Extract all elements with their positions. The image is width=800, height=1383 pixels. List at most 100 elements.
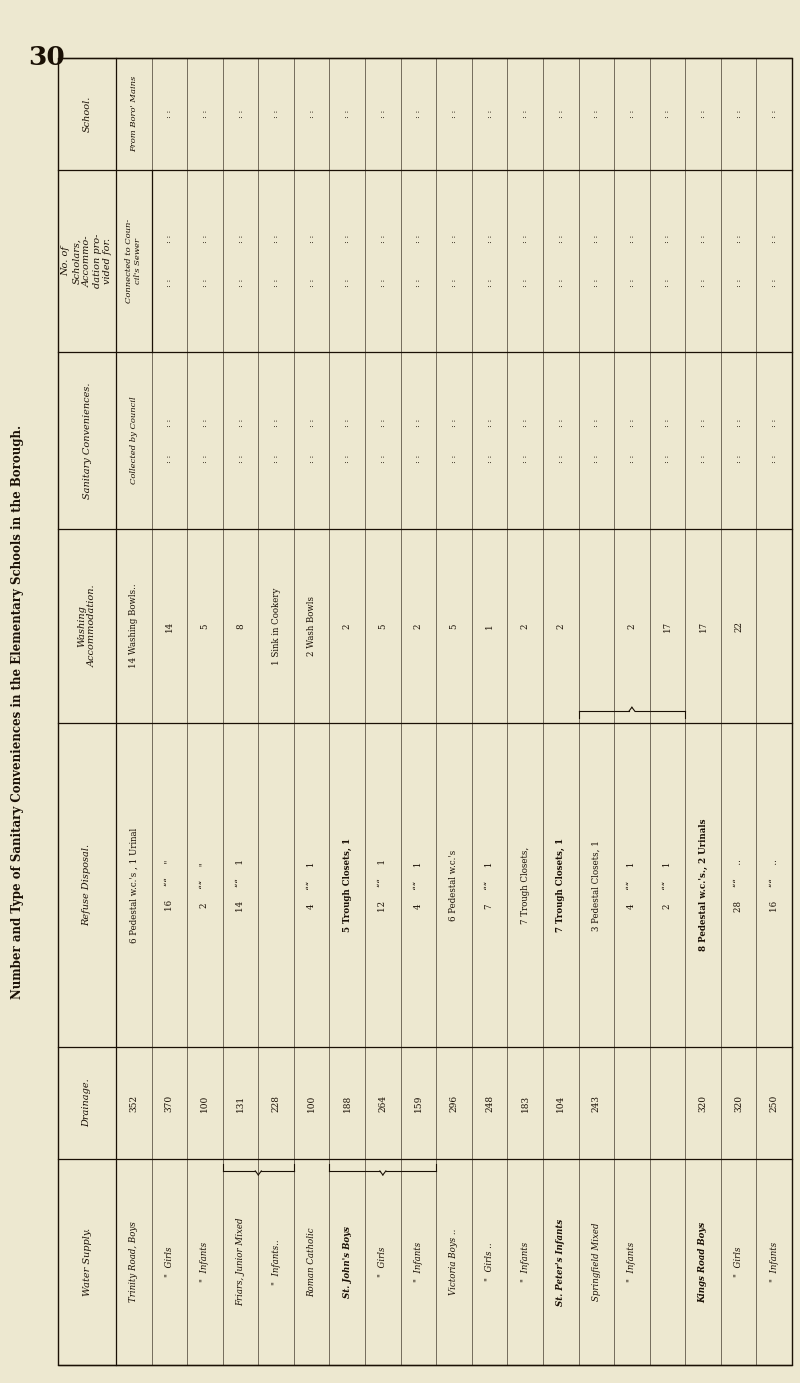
Text: 320: 320 bbox=[734, 1094, 743, 1112]
Text: : :: : : bbox=[557, 279, 565, 288]
Text: : :: : : bbox=[166, 279, 174, 288]
Text: : :: : : bbox=[486, 279, 494, 288]
Text: : :: : : bbox=[450, 235, 458, 243]
Text: 1: 1 bbox=[485, 624, 494, 629]
Text: : :: : : bbox=[734, 235, 742, 243]
Text: 6 Pedestal w.c.'s: 6 Pedestal w.c.'s bbox=[450, 849, 458, 921]
Text: 4     ““     1: 4 ““ 1 bbox=[307, 862, 316, 909]
Text: "  Infants: " Infants bbox=[770, 1242, 778, 1282]
Text: 370: 370 bbox=[165, 1094, 174, 1112]
Text: : :: : : bbox=[379, 235, 387, 243]
Text: 2     ““     1: 2 ““ 1 bbox=[663, 862, 672, 909]
Text: : :: : : bbox=[663, 419, 671, 427]
Text: : :: : : bbox=[592, 419, 600, 427]
Text: : :: : : bbox=[592, 235, 600, 243]
Text: "  Infants: " Infants bbox=[627, 1242, 636, 1282]
Text: : :: : : bbox=[272, 109, 280, 118]
Text: : :: : : bbox=[343, 109, 351, 118]
Text: : :: : : bbox=[414, 279, 422, 288]
Text: : :: : : bbox=[699, 279, 707, 288]
Text: "  Infants: " Infants bbox=[201, 1242, 210, 1282]
Text: "  Girls: " Girls bbox=[378, 1247, 387, 1277]
Text: : :: : : bbox=[486, 109, 494, 118]
Text: : :: : : bbox=[272, 419, 280, 427]
Text: Victoria Boys ..: Victoria Boys .. bbox=[450, 1228, 458, 1294]
Text: 17: 17 bbox=[698, 621, 707, 632]
Text: 243: 243 bbox=[592, 1094, 601, 1112]
Text: : :: : : bbox=[414, 235, 422, 243]
Text: 2 Wash Bowls: 2 Wash Bowls bbox=[307, 596, 316, 656]
Text: : :: : : bbox=[379, 455, 387, 463]
Text: 188: 188 bbox=[342, 1094, 352, 1112]
Text: : :: : : bbox=[663, 279, 671, 288]
Text: : :: : : bbox=[308, 235, 316, 243]
Text: Springfield Mixed: Springfield Mixed bbox=[592, 1223, 601, 1301]
Text: Friars, Junior Mixed: Friars, Junior Mixed bbox=[236, 1217, 245, 1306]
Text: 6 Pedestal w.c.'s , 1 Urinal: 6 Pedestal w.c.'s , 1 Urinal bbox=[130, 827, 138, 943]
Text: 5: 5 bbox=[450, 624, 458, 629]
Text: 5 Trough Closets, 1: 5 Trough Closets, 1 bbox=[342, 838, 352, 932]
Text: 296: 296 bbox=[450, 1094, 458, 1112]
Text: Water Supply.: Water Supply. bbox=[82, 1228, 91, 1296]
Text: : :: : : bbox=[592, 455, 600, 463]
Text: : :: : : bbox=[770, 419, 778, 427]
Text: : :: : : bbox=[343, 455, 351, 463]
Text: Refuse Disposal.: Refuse Disposal. bbox=[82, 844, 91, 927]
Text: 7 Trough Closets,: 7 Trough Closets, bbox=[521, 846, 530, 924]
Text: : :: : : bbox=[450, 419, 458, 427]
Text: 2     ““     ": 2 ““ " bbox=[201, 863, 210, 909]
Text: : :: : : bbox=[663, 235, 671, 243]
Text: : :: : : bbox=[699, 109, 707, 118]
Text: : :: : : bbox=[343, 419, 351, 427]
Text: : :: : : bbox=[734, 279, 742, 288]
Text: 228: 228 bbox=[272, 1094, 281, 1112]
Text: : :: : : bbox=[521, 455, 529, 463]
Text: : :: : : bbox=[628, 455, 636, 463]
Text: St. Peter's Infants: St. Peter's Infants bbox=[556, 1218, 566, 1306]
Text: 264: 264 bbox=[378, 1094, 387, 1112]
Text: 159: 159 bbox=[414, 1094, 423, 1112]
Text: : :: : : bbox=[237, 109, 245, 118]
Text: : :: : : bbox=[770, 455, 778, 463]
Text: : :: : : bbox=[521, 235, 529, 243]
Text: : :: : : bbox=[770, 109, 778, 118]
Text: : :: : : bbox=[628, 419, 636, 427]
Text: St. John's Boys: St. John's Boys bbox=[342, 1225, 352, 1299]
Text: 248: 248 bbox=[485, 1094, 494, 1112]
Text: : :: : : bbox=[272, 235, 280, 243]
Text: : :: : : bbox=[521, 109, 529, 118]
Text: : :: : : bbox=[201, 455, 209, 463]
Text: : :: : : bbox=[628, 235, 636, 243]
Text: Number and Type of Sanitary Conveniences in the Elementary Schools in the Boroug: Number and Type of Sanitary Conveniences… bbox=[11, 425, 25, 999]
Text: Sanitary Conveniences.: Sanitary Conveniences. bbox=[82, 383, 91, 499]
Text: : :: : : bbox=[557, 455, 565, 463]
Text: 100: 100 bbox=[201, 1094, 210, 1112]
Text: : :: : : bbox=[628, 109, 636, 118]
Text: 7 Trough Closets, 1: 7 Trough Closets, 1 bbox=[556, 838, 566, 932]
Text: : :: : : bbox=[166, 235, 174, 243]
Text: 28     ““     ..: 28 ““ .. bbox=[734, 859, 743, 911]
Text: : :: : : bbox=[734, 455, 742, 463]
Text: : :: : : bbox=[770, 279, 778, 288]
Text: : :: : : bbox=[450, 279, 458, 288]
Text: 12     ““     1: 12 ““ 1 bbox=[378, 859, 387, 911]
Text: : :: : : bbox=[663, 455, 671, 463]
Text: Drainage.: Drainage. bbox=[82, 1079, 91, 1127]
Text: : :: : : bbox=[237, 235, 245, 243]
Text: 22: 22 bbox=[734, 621, 743, 632]
Text: : :: : : bbox=[379, 279, 387, 288]
Text: 2: 2 bbox=[414, 624, 423, 629]
Text: : :: : : bbox=[557, 419, 565, 427]
Text: 352: 352 bbox=[130, 1094, 138, 1112]
Text: 8: 8 bbox=[236, 624, 245, 629]
Text: 30: 30 bbox=[28, 46, 65, 71]
Text: : :: : : bbox=[699, 455, 707, 463]
Text: : :: : : bbox=[201, 279, 209, 288]
Text: 2: 2 bbox=[521, 624, 530, 629]
Text: 2: 2 bbox=[627, 624, 636, 629]
Text: 5: 5 bbox=[378, 624, 387, 629]
Text: 17: 17 bbox=[663, 621, 672, 632]
Text: : :: : : bbox=[343, 279, 351, 288]
Text: Roman Catholic: Roman Catholic bbox=[307, 1227, 316, 1297]
Text: : :: : : bbox=[486, 235, 494, 243]
